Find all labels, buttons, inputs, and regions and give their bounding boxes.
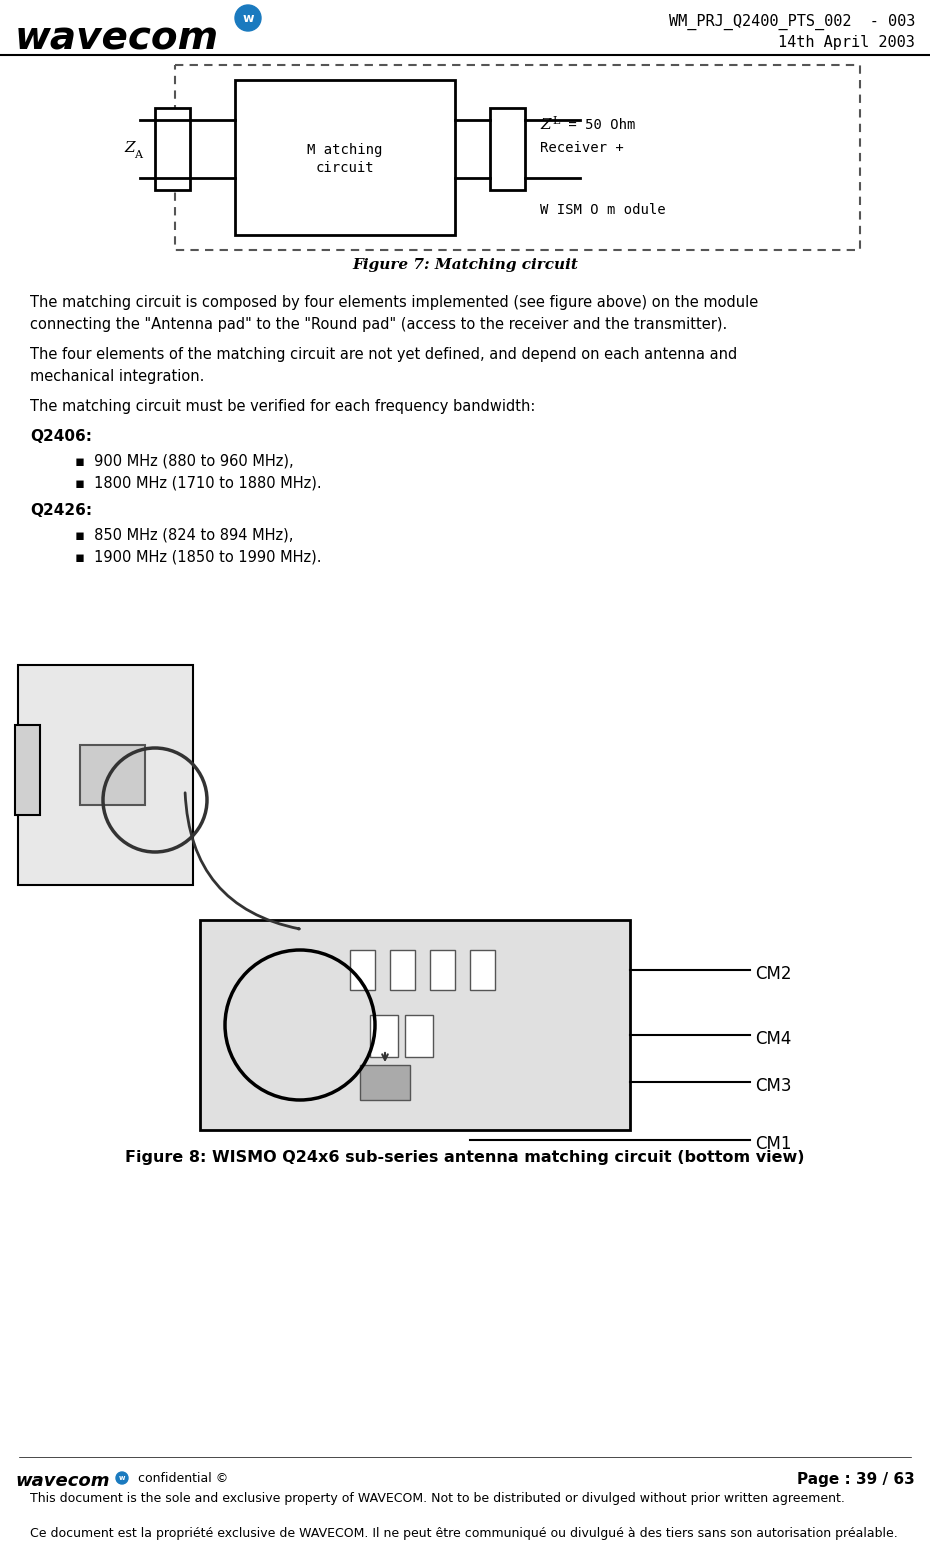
Text: WM_PRJ_Q2400_PTS_002  - 003: WM_PRJ_Q2400_PTS_002 - 003 bbox=[669, 14, 915, 29]
Text: 14th April 2003: 14th April 2003 bbox=[778, 34, 915, 49]
Text: Ce document est la propriété exclusive de WAVECOM. Il ne peut être communiqué ou: Ce document est la propriété exclusive d… bbox=[30, 1527, 897, 1540]
Text: Q2426:: Q2426: bbox=[30, 502, 92, 518]
Text: ▪  850 MHz (824 to 894 MHz),: ▪ 850 MHz (824 to 894 MHz), bbox=[75, 527, 293, 543]
Text: CM1: CM1 bbox=[755, 1135, 791, 1153]
Bar bbox=[370, 1016, 398, 1057]
Bar bbox=[200, 920, 630, 1130]
Text: = 50 Ohm: = 50 Ohm bbox=[560, 117, 635, 131]
Text: The matching circuit must be verified for each frequency bandwidth:: The matching circuit must be verified fo… bbox=[30, 399, 536, 414]
Text: Figure 8: WISMO Q24x6 sub-series antenna matching circuit (bottom view): Figure 8: WISMO Q24x6 sub-series antenna… bbox=[126, 1150, 804, 1166]
Bar bbox=[80, 745, 145, 805]
Bar bbox=[155, 108, 190, 190]
Text: w: w bbox=[119, 1475, 126, 1481]
Text: Z: Z bbox=[540, 117, 551, 131]
Text: Q2406:: Q2406: bbox=[30, 428, 92, 444]
Text: ▪  1900 MHz (1850 to 1990 MHz).: ▪ 1900 MHz (1850 to 1990 MHz). bbox=[75, 549, 322, 564]
Bar bbox=[490, 108, 525, 190]
Circle shape bbox=[116, 1472, 128, 1484]
Text: connecting the "Antenna pad" to the "Round pad" (access to the receiver and the : connecting the "Antenna pad" to the "Rou… bbox=[30, 317, 727, 332]
Text: CM2: CM2 bbox=[755, 965, 791, 983]
Bar bbox=[360, 1065, 410, 1101]
Text: A: A bbox=[134, 150, 142, 159]
Text: Receiver +: Receiver + bbox=[540, 141, 624, 155]
Text: circuit: circuit bbox=[315, 161, 374, 175]
Bar bbox=[350, 949, 375, 989]
Text: w: w bbox=[242, 11, 254, 25]
Text: ▪  900 MHz (880 to 960 MHz),: ▪ 900 MHz (880 to 960 MHz), bbox=[75, 453, 294, 468]
Text: mechanical integration.: mechanical integration. bbox=[30, 369, 205, 383]
Text: Page : 39 / 63: Page : 39 / 63 bbox=[797, 1472, 915, 1487]
Text: The four elements of the matching circuit are not yet defined, and depend on eac: The four elements of the matching circui… bbox=[30, 346, 737, 362]
Text: L: L bbox=[552, 116, 559, 127]
Bar bbox=[235, 80, 455, 235]
Bar bbox=[470, 949, 495, 989]
Text: This document is the sole and exclusive property of WAVECOM. Not to be distribut: This document is the sole and exclusive … bbox=[30, 1492, 844, 1504]
Text: wavecom: wavecom bbox=[15, 19, 219, 57]
Text: Z: Z bbox=[125, 141, 135, 155]
Circle shape bbox=[235, 5, 261, 31]
Text: CM4: CM4 bbox=[755, 1030, 791, 1048]
Text: ▪  1800 MHz (1710 to 1880 MHz).: ▪ 1800 MHz (1710 to 1880 MHz). bbox=[75, 475, 322, 490]
Bar bbox=[430, 949, 455, 989]
Bar bbox=[405, 1016, 433, 1057]
FancyBboxPatch shape bbox=[15, 725, 40, 815]
FancyBboxPatch shape bbox=[18, 665, 193, 884]
Text: wavecom: wavecom bbox=[15, 1472, 110, 1490]
Text: confidential ©: confidential © bbox=[138, 1472, 228, 1486]
Text: CM3: CM3 bbox=[755, 1078, 791, 1095]
Text: Figure 7: Matching circuit: Figure 7: Matching circuit bbox=[352, 258, 578, 272]
Text: The matching circuit is composed by four elements implemented (see figure above): The matching circuit is composed by four… bbox=[30, 295, 758, 311]
Text: M atching: M atching bbox=[307, 142, 382, 158]
Bar bbox=[390, 949, 415, 989]
FancyArrowPatch shape bbox=[185, 793, 299, 929]
Text: W ISM O m odule: W ISM O m odule bbox=[540, 203, 666, 216]
